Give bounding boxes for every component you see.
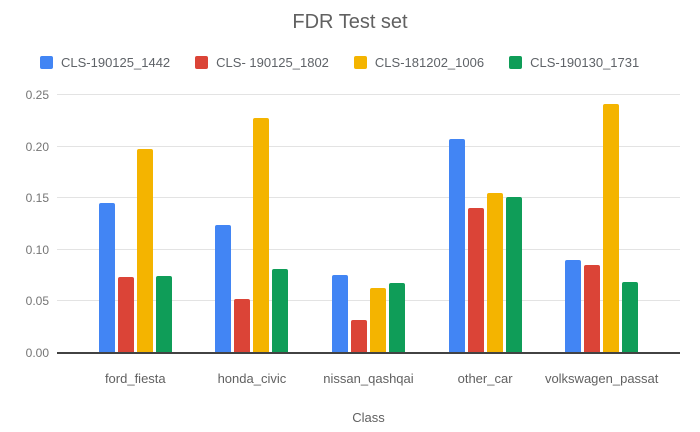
- gridline: [57, 145, 680, 147]
- legend-swatch-icon: [195, 56, 209, 69]
- bar-CLS-190130_1731-honda_civic[interactable]: [272, 269, 289, 353]
- y-tick-label: 0.15: [25, 191, 49, 206]
- bar-group-nissan_qashqai: [310, 95, 427, 353]
- gridline: [57, 94, 680, 95]
- x-axis-line: [57, 352, 680, 354]
- gridline: [57, 300, 680, 302]
- bar-CLS-190125_1442-other_car[interactable]: [448, 139, 465, 353]
- bar-CLS-181202_1006-nissan_qashqai[interactable]: [369, 287, 386, 353]
- bar-CLS- 190125_1802-ford_fiesta[interactable]: [117, 276, 134, 353]
- bar-CLS-190130_1731-nissan_qashqai[interactable]: [388, 282, 405, 353]
- bar-group-volkswagen_passat: [543, 95, 660, 353]
- legend-swatch-icon: [40, 56, 53, 69]
- legend-label: CLS-181202_1006: [374, 55, 485, 70]
- bar-CLS-190125_1442-volkswagen_passat[interactable]: [565, 260, 582, 353]
- gridline: [57, 197, 680, 199]
- bar-CLS-190130_1731-volkswagen_passat[interactable]: [622, 281, 639, 353]
- legend-swatch-icon: [353, 56, 367, 69]
- bar-CLS-181202_1006-honda_civic[interactable]: [253, 117, 270, 353]
- x-axis-label-volkswagen_passat: volkswagen_passat: [544, 371, 659, 386]
- legend-label: CLS-190130_1731: [530, 55, 640, 70]
- x-axis-labels: ford_fiesta honda_civic nissan_qashqai othe…: [57, 371, 680, 386]
- legend-item-4[interactable]: CLS-190130_1731: [509, 55, 639, 70]
- bar-CLS- 190125_1802-nissan_qashqai[interactable]: [350, 319, 367, 353]
- x-axis-label-nissan_qashqai: nissan_qashqai: [323, 371, 414, 386]
- y-tick-label: 0.05: [25, 294, 49, 309]
- x-axis-title: Class: [352, 410, 385, 425]
- legend-item-3[interactable]: CLS-181202_1006: [353, 55, 485, 70]
- y-tick-label: 0.00: [25, 346, 49, 360]
- bar-CLS-181202_1006-volkswagen_passat[interactable]: [603, 104, 620, 353]
- bar-CLS-190130_1731-other_car[interactable]: [505, 197, 522, 353]
- legend-item-1[interactable]: CLS-190125_1442: [40, 55, 170, 70]
- bar-CLS- 190125_1802-other_car[interactable]: [467, 207, 484, 353]
- bar-group-honda_civic: [194, 95, 311, 353]
- legend-label: CLS-190125_1442: [61, 55, 171, 70]
- plot-area: 0.00 0.05 0.10 0.15 0.20 0.25: [26, 88, 680, 360]
- y-tick-label: 0.20: [25, 139, 49, 154]
- legend-swatch-icon: [509, 56, 523, 69]
- bar-groups: [57, 95, 680, 353]
- bar-CLS-190130_1731-ford_fiesta[interactable]: [155, 275, 172, 353]
- gridline: [57, 248, 680, 250]
- bar-group-ford_fiesta: [77, 95, 194, 353]
- bar-CLS-190125_1442-nissan_qashqai[interactable]: [331, 274, 348, 353]
- bar-CLS-181202_1006-other_car[interactable]: [486, 193, 503, 353]
- x-axis-label-honda_civic: honda_civic: [217, 371, 287, 386]
- bar-group-other_car: [427, 95, 544, 353]
- bar-CLS-190125_1442-honda_civic[interactable]: [215, 225, 232, 353]
- bar-CLS-181202_1006-ford_fiesta[interactable]: [136, 148, 153, 353]
- y-tick-label: 0.10: [25, 242, 49, 257]
- legend-item-2[interactable]: CLS- 190125_1802: [195, 55, 329, 70]
- legend-label: CLS- 190125_1802: [216, 55, 329, 70]
- chart-title: FDR Test set: [292, 11, 408, 33]
- bar-CLS- 190125_1802-honda_civic[interactable]: [234, 299, 251, 353]
- x-axis-label-other_car: other_car: [457, 371, 513, 386]
- bar-CLS- 190125_1802-volkswagen_passat[interactable]: [584, 265, 601, 353]
- legend: CLS-190125_1442 CLS- 190125_1802 CLS-18120…: [40, 55, 639, 70]
- y-tick-label: 0.25: [25, 88, 49, 102]
- bar-CLS-190125_1442-ford_fiesta[interactable]: [98, 203, 115, 353]
- x-axis-label-ford_fiesta: ford_fiesta: [104, 371, 166, 386]
